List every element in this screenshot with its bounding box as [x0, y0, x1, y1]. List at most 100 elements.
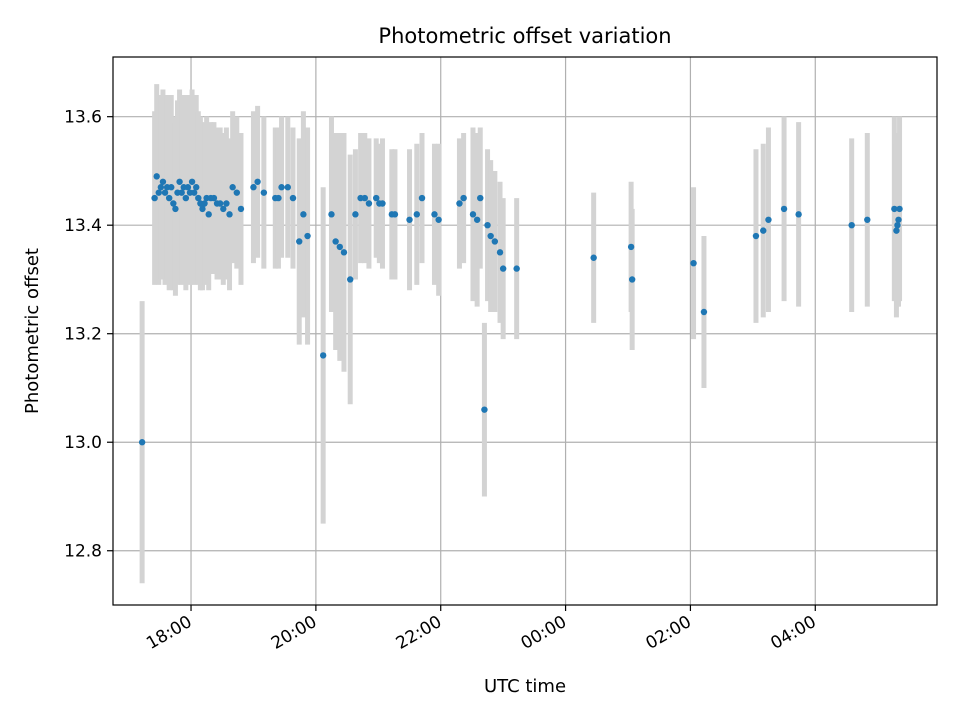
- data-point: [352, 211, 359, 218]
- data-point: [328, 211, 335, 218]
- data-point: [456, 200, 463, 207]
- data-point: [460, 194, 467, 202]
- data-point: [700, 308, 708, 316]
- data-point: [250, 184, 257, 191]
- data-point: [159, 178, 167, 185]
- data-point: [165, 194, 173, 202]
- data-point: [760, 227, 767, 234]
- data-point: [193, 184, 200, 191]
- y-tick-label: 13.0: [64, 433, 102, 453]
- data-point: [752, 232, 760, 240]
- y-tick-label: 13.2: [64, 325, 102, 345]
- data-point: [296, 238, 303, 245]
- data-point: [170, 200, 177, 207]
- y-tick-label: 13.4: [64, 216, 102, 236]
- data-point: [406, 216, 413, 223]
- plot-frame: [112, 56, 938, 606]
- data-point: [155, 189, 162, 196]
- data-point: [391, 211, 399, 218]
- data-point: [473, 216, 481, 223]
- data-point: [205, 211, 212, 218]
- data-point: [254, 178, 261, 185]
- data-point: [184, 184, 192, 191]
- data-point: [893, 227, 900, 234]
- data-point: [373, 194, 380, 202]
- data-point: [201, 200, 208, 207]
- data-point: [161, 189, 169, 196]
- data-point: [484, 221, 491, 229]
- data-point: [275, 194, 282, 202]
- x-tick-label: 02:00: [642, 612, 694, 654]
- y-tick-label: 12.8: [64, 542, 102, 562]
- data-point: [195, 194, 202, 202]
- data-point: [153, 173, 160, 180]
- data-point: [418, 194, 426, 202]
- data-point: [182, 194, 190, 202]
- x-tick-label: 18:00: [143, 612, 195, 654]
- data-point: [304, 232, 311, 240]
- data-point: [178, 189, 185, 196]
- data-point: [795, 211, 802, 218]
- data-point: [690, 259, 697, 267]
- chart-title: Photometric offset variation: [378, 24, 671, 48]
- data-point: [300, 211, 307, 218]
- data-point: [895, 216, 902, 223]
- data-point: [499, 265, 507, 272]
- y-tick-label: 13.6: [64, 108, 102, 128]
- data-point: [347, 276, 354, 283]
- x-tick-label: 20:00: [268, 612, 320, 654]
- data-point: [513, 265, 520, 272]
- data-point: [477, 194, 484, 202]
- data-point: [216, 200, 224, 207]
- data-point: [435, 216, 442, 223]
- data-point: [336, 243, 344, 251]
- data-point: [765, 216, 772, 223]
- data-point: [172, 205, 179, 213]
- data-point: [361, 194, 368, 202]
- data-point: [220, 205, 227, 213]
- y-axis-label: Photometric offset: [22, 248, 43, 414]
- data-point: [188, 178, 196, 185]
- data-point: [365, 200, 373, 207]
- x-tick-label: 04:00: [767, 612, 819, 654]
- x-tick-label: 00:00: [518, 612, 570, 654]
- data-point: [431, 211, 438, 218]
- x-axis-ticks: 18:00 20:00 22:00 00:00 02:00 04:00: [143, 605, 820, 654]
- data-point: [848, 221, 855, 229]
- data-point: [891, 205, 898, 213]
- data-point: [176, 178, 183, 185]
- data-point: [278, 184, 285, 191]
- x-tick-label: 22:00: [393, 612, 445, 654]
- data-point: [496, 249, 504, 256]
- data-point: [168, 184, 175, 191]
- data-point: [896, 205, 903, 213]
- data-point: [487, 232, 494, 240]
- data-point: [157, 184, 165, 191]
- data-point: [284, 184, 291, 191]
- x-axis-label: UTC time: [484, 676, 566, 697]
- data-point: [229, 184, 236, 191]
- data-point: [289, 194, 297, 202]
- data-point: [226, 211, 233, 218]
- data-point: [379, 200, 386, 207]
- data-point: [590, 254, 597, 261]
- data-point: [151, 194, 158, 202]
- data-point: [864, 216, 871, 223]
- data-point: [190, 189, 198, 196]
- data-point: [628, 276, 636, 283]
- point-layer: [138, 173, 903, 446]
- data-point: [223, 200, 230, 207]
- data-point: [138, 439, 146, 446]
- data-point: [481, 406, 488, 413]
- data-point: [627, 243, 635, 251]
- data-point: [340, 249, 348, 256]
- data-point: [237, 205, 245, 213]
- data-point: [894, 221, 901, 229]
- data-point: [469, 211, 477, 218]
- data-point: [319, 352, 327, 359]
- data-point: [260, 189, 268, 196]
- data-point: [491, 238, 499, 245]
- y-axis-ticks: 12.8 13.0 13.2 13.4 13.6: [64, 108, 113, 562]
- data-point: [199, 205, 206, 213]
